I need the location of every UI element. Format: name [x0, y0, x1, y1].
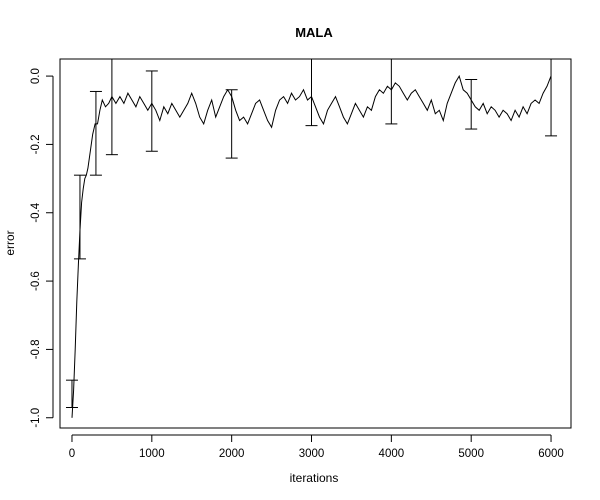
x-tick-label: 6000 [538, 448, 564, 460]
y-tick-label: -0.4 [30, 202, 42, 222]
x-tick-label: 1000 [139, 448, 165, 460]
y-axis: -1.0 -0.8 -0.6 -0.4 -0.2 0.0 [30, 68, 54, 428]
y-tick-label: -0.6 [30, 271, 42, 291]
error-bar-6 [305, 59, 318, 127]
error-bar-8 [465, 79, 478, 130]
x-tick-label: 3000 [299, 448, 325, 460]
error-bars [65, 59, 558, 408]
y-tick-label: -1.0 [30, 408, 42, 428]
x-axis: 0 1000 2000 3000 4000 5000 6000 [69, 434, 564, 460]
y-tick-label: 0.0 [30, 68, 42, 84]
chart-title: MALA [295, 25, 333, 40]
error-bar-3 [105, 59, 118, 156]
plot-frame [59, 58, 572, 429]
error-bar-0 [65, 379, 78, 408]
x-axis-label: iterations [290, 471, 339, 485]
y-axis-label: error [3, 230, 17, 255]
error-bar-5 [225, 89, 238, 159]
error-bar-7 [385, 59, 398, 125]
x-tick-label: 2000 [219, 448, 245, 460]
x-tick-label: 4000 [379, 448, 405, 460]
error-bar-9 [545, 59, 558, 137]
error-bar-4 [145, 70, 158, 152]
error-bar-2 [89, 90, 102, 176]
series-line [71, 74, 552, 418]
y-tick-label: -0.8 [30, 340, 42, 360]
x-tick-label: 0 [69, 448, 75, 460]
y-tick-label: -0.2 [30, 135, 42, 155]
x-tick-label: 5000 [458, 448, 484, 460]
error-bar-1 [73, 174, 86, 260]
